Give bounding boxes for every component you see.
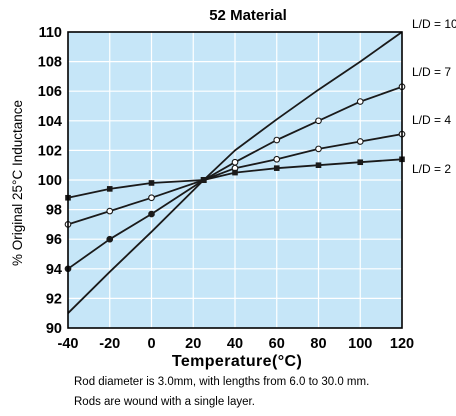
data-point <box>357 159 364 166</box>
data-point <box>106 207 114 215</box>
y-tick-label: 94 <box>46 262 62 278</box>
y-tick-label: 104 <box>38 114 62 130</box>
y-tick-label: 102 <box>38 143 62 159</box>
data-point <box>148 180 155 186</box>
data-point <box>106 186 113 192</box>
data-point <box>315 117 322 125</box>
y-tick-label: 98 <box>46 203 62 219</box>
y-tick-label: 110 <box>39 25 62 41</box>
data-point <box>231 158 239 166</box>
x-tick-label: -20 <box>99 336 120 352</box>
y-tick-label: 96 <box>46 232 62 248</box>
y-tick-label: 92 <box>46 291 62 307</box>
grid <box>68 32 402 328</box>
y-tick-label: 108 <box>38 55 62 71</box>
plot-frame <box>67 31 403 329</box>
x-axis-label: Temperature(°C) <box>172 353 302 370</box>
y-axis-label: % Original 25°C Inductance <box>10 100 25 266</box>
series-label: L/D = 2 <box>412 162 451 176</box>
series-label: L/D = 4 <box>412 113 451 127</box>
caption-line-2: Rods are wound with a single layer. <box>74 396 255 408</box>
data-point <box>106 235 114 243</box>
series-label: L/D = 7 <box>412 65 451 79</box>
data-point <box>273 155 281 163</box>
series-labels: L/D = 10 L/D = 7 L/D = 4 L/D = 2 <box>412 17 456 176</box>
data-point <box>315 162 322 168</box>
x-tick-label: 20 <box>185 336 201 352</box>
data-point <box>315 145 322 153</box>
data-point <box>232 169 238 176</box>
y-tick-label: 100 <box>38 173 62 189</box>
y-tick-label: 90 <box>46 321 62 337</box>
y-tick-labels: 90 92 94 96 98 100 102 104 106 108 110 <box>38 25 62 337</box>
data-point <box>356 138 364 145</box>
caption-line-1: Rod diameter is 3.0mm, with lengths from… <box>74 376 370 388</box>
x-tick-label: 60 <box>269 336 285 352</box>
data-point <box>148 210 155 218</box>
crossover-point <box>200 177 207 183</box>
x-tick-label: 40 <box>227 336 243 352</box>
chart-title: 52 Material <box>209 7 287 24</box>
x-tick-label: -40 <box>58 336 79 352</box>
series-line <box>67 31 403 314</box>
data-point <box>356 98 364 105</box>
x-tick-labels: -40 -20 0 20 40 60 80 100 120 <box>58 336 415 352</box>
y-tick-label: 106 <box>38 84 62 100</box>
data-point <box>148 194 155 202</box>
x-tick-label: 120 <box>390 336 414 352</box>
x-tick-label: 100 <box>348 336 372 352</box>
x-tick-label: 0 <box>147 336 155 352</box>
x-tick-label: 80 <box>310 336 326 352</box>
series-label: L/D = 10 <box>412 17 456 31</box>
data-point <box>273 165 280 171</box>
data-point <box>273 136 281 144</box>
